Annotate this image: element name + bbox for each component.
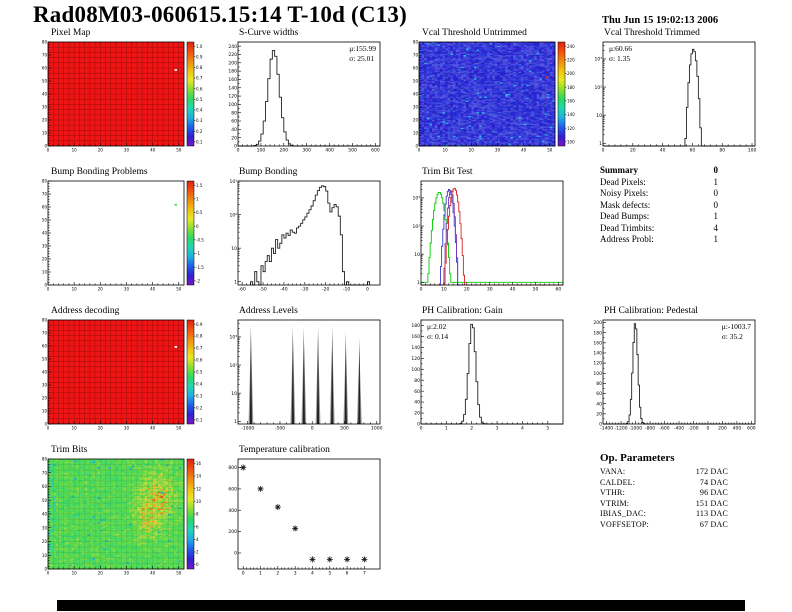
op-value: 74 DAC (699, 477, 728, 487)
op-label: VANA: (600, 467, 626, 476)
vcal-trimmed-histogram (591, 40, 761, 156)
summary-value: 1 (713, 176, 719, 187)
stat-mu: μ:60.66 (609, 44, 632, 53)
op-row-voffsetop: VOFFSETOP: 67 DAC (600, 520, 728, 531)
summary-row-dead-bumps: Dead Bumps: 1 (600, 211, 718, 223)
panel-address-decoding: Address decoding (38, 306, 214, 438)
panel-ph-gain: PH Calibration: Gain μ:2.02 σ: 0.14 (409, 306, 575, 438)
summary-row-dead-trimbits: Dead Trimbits: 4 (600, 223, 718, 235)
trim-bits-heatmap (38, 457, 208, 579)
address-levels-plot (226, 318, 386, 434)
panel-trim-bit-test: Trim Bit Test (409, 167, 575, 299)
op-label: VTHR: (600, 488, 625, 497)
panel-scurve-widths: S-Curve widths μ:155.99 σ: 25.01 (226, 28, 392, 160)
op-value: 96 DAC (699, 488, 728, 497)
summary-block: Summary 0 Dead Pixels: 1 Noisy Pixels: 0… (600, 165, 718, 246)
ph-gain-stats-box: μ:2.02 σ: 0.14 (427, 322, 448, 341)
panel-title-address-decoding: Address decoding (51, 306, 120, 316)
ph-pedestal-stats-box: μ:-1003.7 σ: 35.2 (722, 322, 751, 341)
panel-pixel-map: Pixel Map (38, 28, 214, 160)
panel-title-trim-bits: Trim Bits (51, 445, 88, 455)
summary-value: 4 (713, 222, 719, 233)
trim-bit-test-histograms (409, 179, 569, 295)
panel-address-levels: Address Levels (226, 306, 392, 438)
op-row-caldel: CALDEL: 74 DAC (600, 478, 728, 489)
summary-label: Dead Trimbits: (600, 222, 655, 233)
op-value: 67 DAC (699, 519, 728, 529)
panel-title-ph-pedestal: PH Calibration: Pedestal (604, 306, 698, 316)
vcal-untrimmed-heatmap (409, 40, 579, 156)
summary-header-row: Summary 0 (600, 165, 718, 177)
panel-vcal-trimmed: Vcal Threshold Trimmed μ:60.66 σ: 1.35 (591, 28, 767, 160)
op-value: 113 DAC (696, 509, 728, 518)
panel-ph-pedestal: PH Calibration: Pedestal μ:-1003.7 σ: 35… (591, 306, 767, 438)
summary-label: Address Probl: (600, 234, 654, 244)
stat-mu: μ:-1003.7 (721, 322, 751, 331)
stat-sigma: σ: 35.2 (721, 331, 743, 341)
panel-title-address-levels: Address Levels (239, 306, 298, 316)
pixel-map-heatmap (38, 40, 208, 156)
panel-vcal-untrimmed: Vcal Threshold Untrimmed (409, 28, 585, 160)
summary-row-address-probl: Address Probl: 1 (600, 234, 718, 246)
stat-mu: μ:155.99 (349, 44, 376, 53)
stat-sigma: σ: 25.01 (349, 53, 375, 63)
bump-bonding-histogram (226, 179, 386, 295)
op-label: CALDEL: (600, 477, 636, 487)
summary-value: 1 (713, 211, 719, 221)
summary-title: Summary (600, 165, 638, 175)
panel-title-vcal-trimmed: Vcal Threshold Trimmed (604, 28, 700, 38)
panel-title-temp-cal: Temperature calibration (239, 445, 330, 455)
panel-trim-bits: Trim Bits (38, 445, 214, 583)
summary-value: 0 (713, 199, 719, 210)
summary-total: 0 (713, 165, 719, 175)
panel-title-trim-bit-test: Trim Bit Test (422, 167, 473, 177)
stat-sigma: σ: 0.14 (427, 331, 449, 341)
address-decoding-heatmap (38, 318, 208, 434)
panel-title-bump-problems: Bump Bonding Problems (51, 167, 148, 177)
summary-value: 1 (713, 234, 719, 244)
summary-value: 0 (713, 188, 719, 198)
op-value: 172 DAC (695, 467, 728, 476)
op-row-vana: VANA: 172 DAC (600, 467, 728, 478)
panel-bump-bonding: Bump Bonding (226, 167, 392, 299)
ph-gain-histogram (409, 318, 569, 434)
op-parameters-block: Op. Parameters VANA: 172 DAC CALDEL: 74 … (600, 452, 728, 530)
stat-sigma: σ: 1.35 (609, 53, 631, 63)
bump-problems-heatmap (38, 179, 208, 295)
op-value: 151 DAC (695, 498, 728, 508)
temperature-calibration-scatter (226, 457, 386, 579)
ph-pedestal-histogram (591, 318, 761, 434)
summary-row-noisy-pixels: Noisy Pixels: 0 (600, 188, 718, 200)
summary-row-mask-defects: Mask defects: 0 (600, 200, 718, 212)
panel-title-vcal-untrimmed: Vcal Threshold Untrimmed (422, 28, 527, 38)
summary-label: Dead Pixels: (600, 176, 646, 187)
summary-label: Noisy Pixels: (600, 188, 649, 198)
summary-row-dead-pixels: Dead Pixels: 1 (600, 177, 718, 189)
report-timestamp: Thu Jun 15 19:02:13 2006 (602, 15, 719, 26)
panel-title-bump-bonding: Bump Bonding (239, 167, 298, 177)
op-label: VOFFSETOP: (600, 519, 649, 529)
op-parameters-title: Op. Parameters (600, 452, 675, 464)
page-title: Rad08M03-060615.15:14 T-10d (C13) (33, 2, 407, 27)
panel-bump-problems: Bump Bonding Problems (38, 167, 214, 299)
panel-title-scurve-widths: S-Curve widths (239, 28, 299, 38)
vcal-trimmed-stats-box: μ:60.66 σ: 1.35 (609, 44, 632, 63)
op-row-vthr: VTHR: 96 DAC (600, 488, 728, 499)
panel-temp-cal: Temperature calibration (226, 445, 392, 583)
scurve-stats-box: μ:155.99 σ: 25.01 (349, 44, 376, 63)
stat-mu: μ:2.02 (427, 322, 447, 331)
op-label: IBIAS_DAC: (600, 509, 647, 518)
panel-title-ph-gain: PH Calibration: Gain (422, 306, 503, 316)
bottom-bar (57, 600, 745, 611)
op-row-vtrim: VTRIM: 151 DAC (600, 499, 728, 510)
summary-label: Dead Bumps: (600, 211, 650, 221)
op-label: VTRIM: (600, 498, 630, 508)
scurve-widths-histogram (226, 40, 386, 156)
panel-title-pixel-map: Pixel Map (51, 28, 91, 38)
op-row-ibias-dac: IBIAS_DAC: 113 DAC (600, 509, 728, 520)
summary-label: Mask defects: (600, 199, 651, 210)
